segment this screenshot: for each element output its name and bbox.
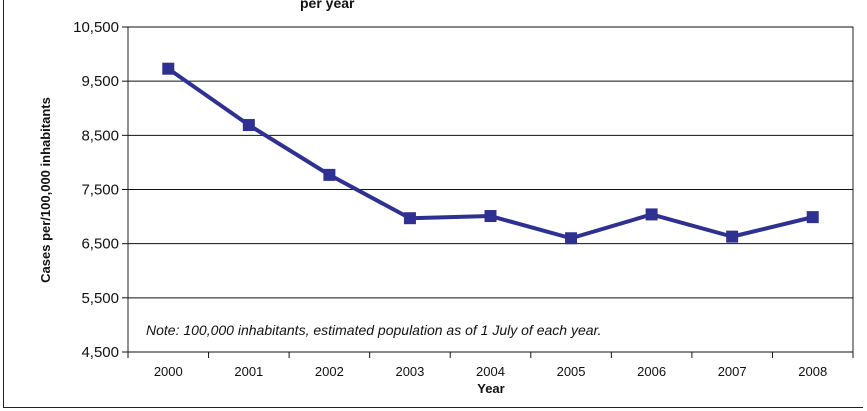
x-axis-ticks: 2000 2001 2002 2003 2004 2005 2006 2007 2008: [127, 352, 854, 379]
x-tick-label: 2002: [315, 364, 344, 379]
x-tick-label: 2005: [557, 364, 586, 379]
x-tick-label: 2000: [154, 364, 183, 379]
data-point: [323, 168, 336, 181]
data-point: [484, 210, 497, 223]
plot-area: 4,500 5,500 6,500 7,500 8,500 9,500 10,500 200…: [73, 19, 854, 379]
data-point: [806, 211, 819, 224]
data-point: [162, 62, 175, 75]
y-axis-title: Cases per/100,000 inhabitants: [38, 97, 53, 283]
chart-frame: [3, 0, 863, 408]
x-tick-label: 2007: [718, 364, 747, 379]
gridlines: [128, 26, 853, 353]
series-group: [162, 62, 819, 245]
data-point: [645, 208, 658, 221]
x-tick-label: 2004: [476, 364, 505, 379]
data-point: [726, 230, 739, 243]
y-axis-ticks: 4,500 5,500 6,500 7,500 8,500 9,500 10,500: [73, 19, 128, 361]
y-tick-label: 4,500: [81, 344, 119, 361]
y-tick-label: 5,500: [81, 290, 119, 307]
data-point: [403, 212, 416, 225]
data-point: [565, 232, 578, 245]
y-tick-label: 7,500: [81, 182, 119, 199]
y-tick-label: 6,500: [81, 236, 119, 253]
chart-note: Note: 100,000 inhabitants, estimated pop…: [146, 322, 602, 338]
x-tick-label: 2001: [234, 364, 263, 379]
x-tick-label: 2006: [637, 364, 666, 379]
y-tick-label: 9,500: [81, 73, 119, 90]
x-tick-label: 2008: [798, 364, 827, 379]
x-axis-title: Year: [477, 381, 504, 396]
y-tick-label: 10,500: [73, 19, 119, 36]
chart-title-fragment: per year: [300, 0, 355, 11]
data-point: [242, 119, 255, 132]
y-tick-label: 8,500: [81, 127, 119, 144]
x-tick-label: 2003: [395, 364, 424, 379]
